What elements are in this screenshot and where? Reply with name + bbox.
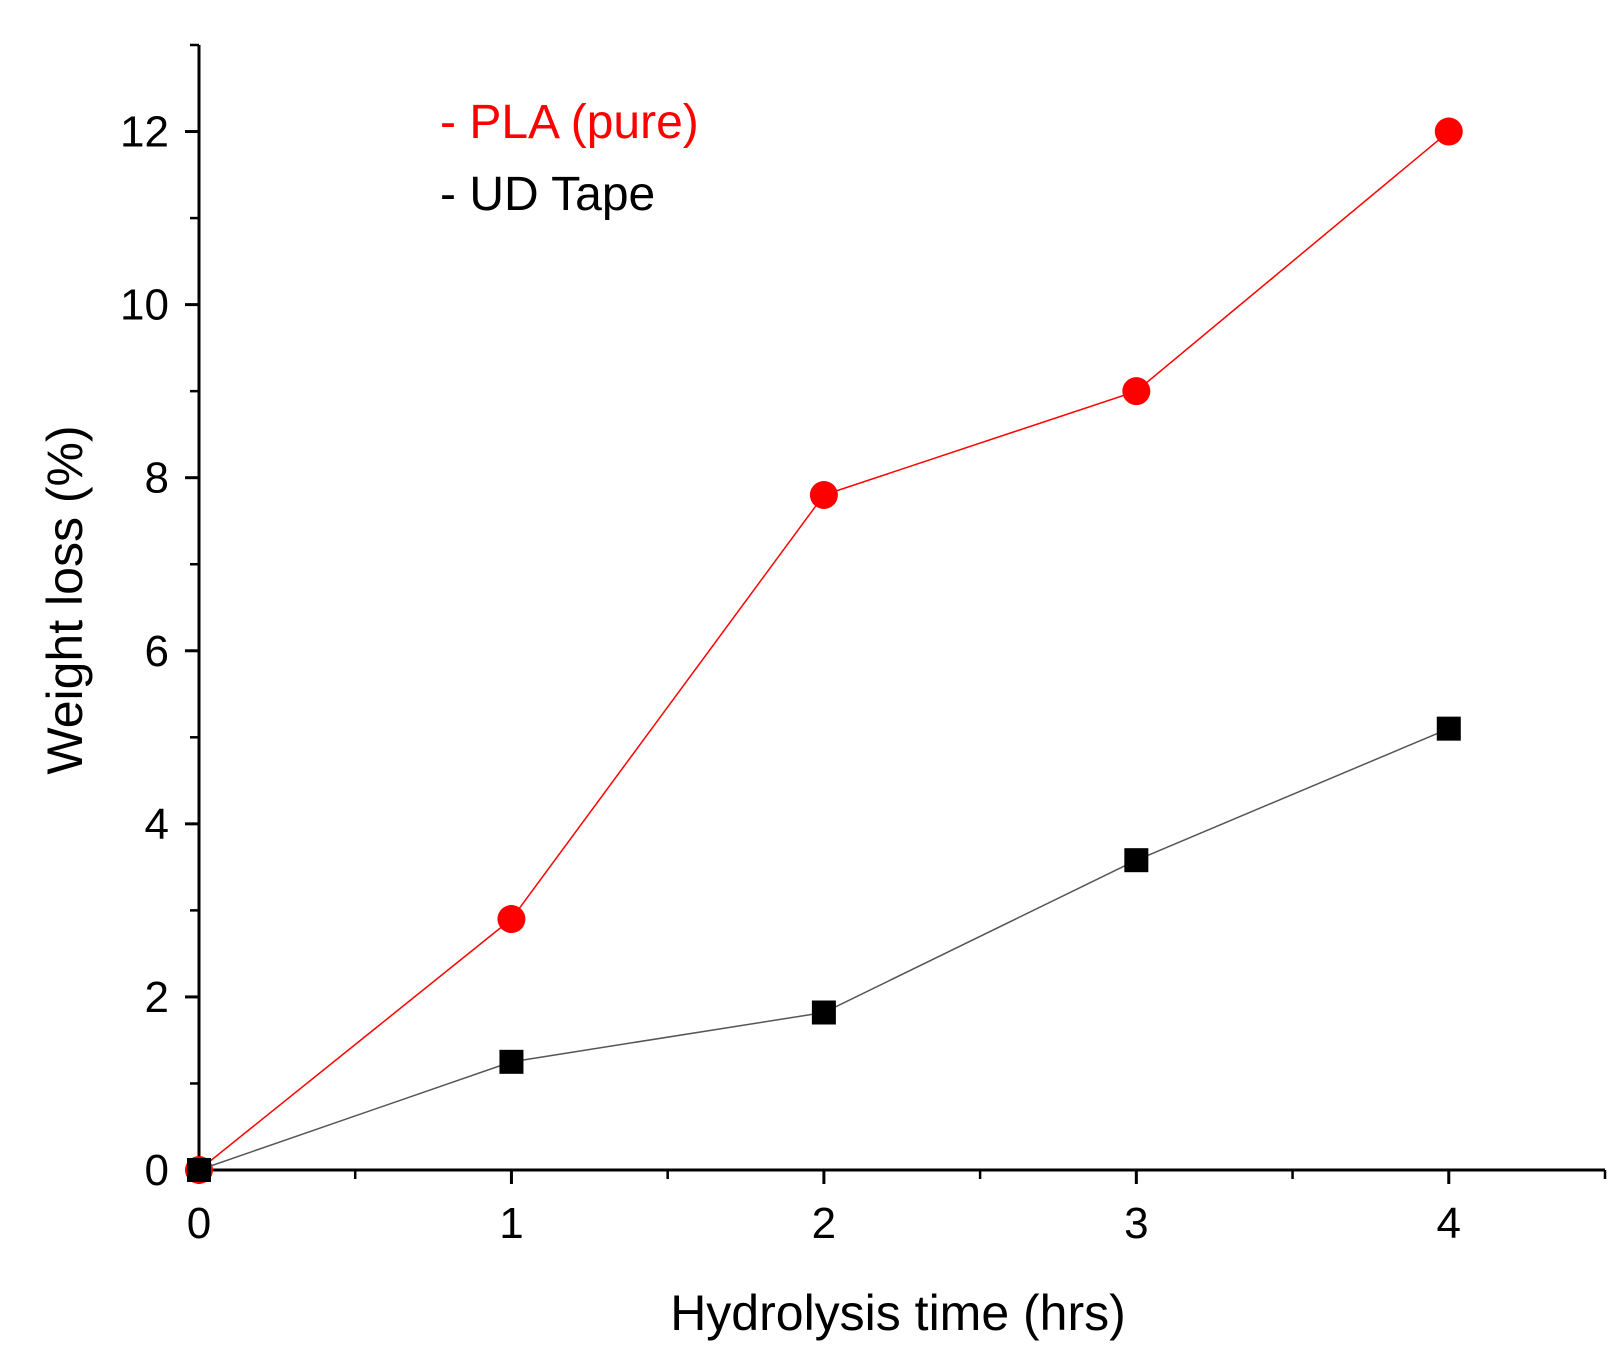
data-point-pla xyxy=(497,905,526,934)
legend-entry-ud-tape: - UD Tape xyxy=(440,168,655,221)
x-tick-label: 1 xyxy=(499,1199,523,1248)
y-axis-title: Weight loss (%) xyxy=(37,425,93,774)
data-point-ud-tape xyxy=(1124,848,1149,873)
x-tick-label: 3 xyxy=(1124,1199,1148,1248)
x-tick-label: 4 xyxy=(1437,1199,1461,1248)
data-point-pla xyxy=(809,481,838,509)
y-tick-label: 12 xyxy=(120,108,169,157)
legend: - PLA (pure) - UD Tape xyxy=(440,96,699,221)
x-tick-label: 2 xyxy=(812,1199,836,1248)
y-tick-label: 6 xyxy=(145,627,169,676)
y-tick-label: 4 xyxy=(145,800,169,849)
legend-entry-pla: - PLA (pure) xyxy=(440,96,699,149)
data-point-ud-tape xyxy=(499,1049,524,1074)
data-point-ud-tape xyxy=(187,1158,211,1182)
data-point-ud-tape xyxy=(1436,716,1461,741)
data-point-pla xyxy=(1122,377,1151,406)
y-tick-label: 8 xyxy=(145,454,169,503)
y-tick-label: 0 xyxy=(145,1146,169,1195)
data-point-pla xyxy=(1434,117,1463,146)
data-point-ud-tape xyxy=(811,1000,836,1025)
series-line-ud-tape xyxy=(198,727,1450,1171)
x-axis-title: Hydrolysis time (hrs) xyxy=(670,1285,1126,1341)
y-tick-label: 10 xyxy=(120,281,169,330)
x-tick-label: 0 xyxy=(187,1199,211,1248)
y-tick-label: 2 xyxy=(145,973,169,1022)
series-markers xyxy=(185,117,1463,1184)
